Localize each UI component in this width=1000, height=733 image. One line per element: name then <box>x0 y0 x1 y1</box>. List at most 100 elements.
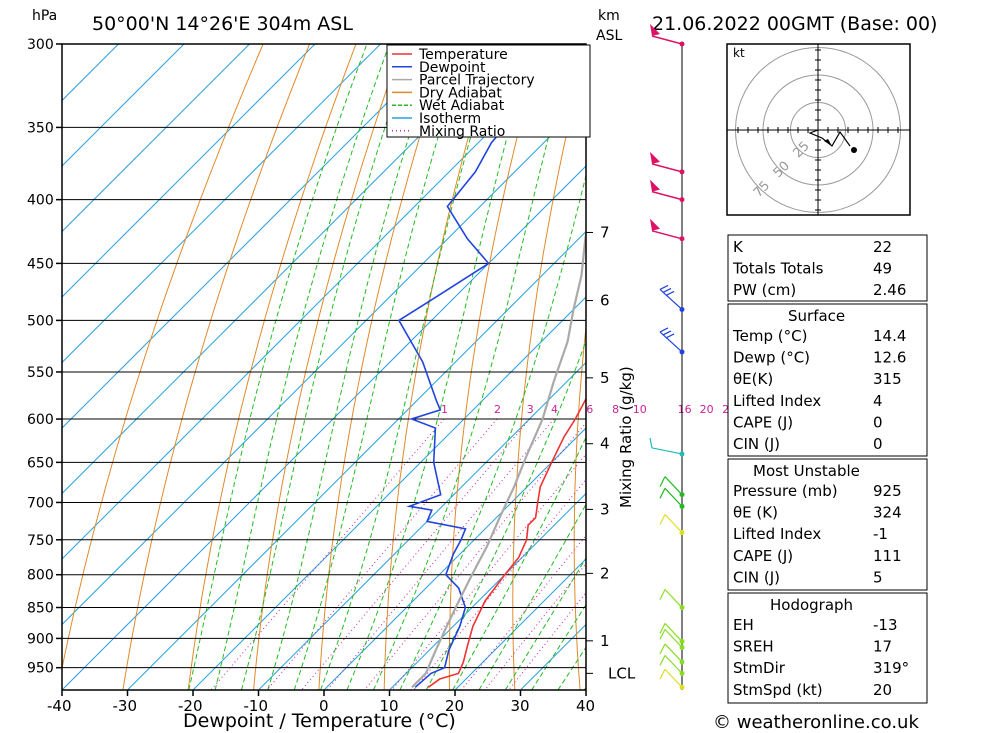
table-row-value: 4 <box>873 392 883 410</box>
wet-adiabat-line <box>320 44 499 690</box>
wet-adiabat-line <box>240 44 414 690</box>
x-tick-labels: -40 -30 -20 -10 0 10 20 30 40 <box>47 690 595 715</box>
pressure-grid <box>56 43 586 669</box>
hodograph-table-box <box>727 592 928 704</box>
y-tick-label: 350 <box>27 120 54 136</box>
asl-label: ASL <box>596 28 622 44</box>
km-label: km <box>598 8 620 24</box>
wind-barb-feather <box>659 284 669 290</box>
surface-table-box <box>727 303 928 457</box>
indices-table-box <box>727 234 928 302</box>
table-row-value: 5 <box>873 568 883 586</box>
x-tick-label: 30 <box>511 697 530 715</box>
mixing-ratio-line <box>484 562 586 690</box>
wind-barb-shaft <box>651 163 683 173</box>
y-tick-label: 900 <box>27 631 54 647</box>
mixing-ratio-label: 8 <box>612 403 619 416</box>
table-row-label: StmSpd (kt) <box>733 681 823 699</box>
wind-barb-feather <box>659 668 666 680</box>
y-tick-labels: 300 350 400 450 500 550 600 650 700 750 800 850 900 9… <box>27 37 54 677</box>
table-row-value: 319° <box>873 659 909 677</box>
km-tick-label: 5 <box>600 369 610 387</box>
legend-label: Parcel Trajectory <box>419 73 535 89</box>
y-tick-label: 650 <box>27 455 54 471</box>
table-row-value: 22 <box>873 238 892 256</box>
y-tick-label: 850 <box>27 601 54 617</box>
km-tick-label: LCL <box>608 664 636 682</box>
wind-barb-shaft <box>651 190 683 201</box>
table-row-label: StmDir <box>733 659 786 677</box>
wet-adiabat-line <box>214 44 390 690</box>
y-tick-label: 800 <box>27 568 54 584</box>
x-tick-label: 0 <box>319 697 329 715</box>
isotherm-line <box>62 44 578 560</box>
legend-label: Dewpoint <box>419 60 486 76</box>
y-tick-label: 950 <box>27 661 54 677</box>
dry-adiabat-line <box>691 44 727 690</box>
wind-barb-feather <box>649 437 653 449</box>
mixing-ratio-label: 20 <box>700 403 714 416</box>
isotherm-line <box>323 427 586 690</box>
dry-adiabat-line <box>956 44 1000 690</box>
table-row-value: 0 <box>873 435 883 453</box>
km-ticks: 7 6 5 4 3 2 1 LCL <box>586 223 636 682</box>
dry-adiabat-line <box>512 50 586 690</box>
mixing-ratio-line <box>301 418 531 690</box>
mixing-ratio-axis-label: Mixing Ratio (g/kg) <box>617 366 635 508</box>
dry-adiabat-line <box>122 44 311 690</box>
table-row-value: 17 <box>873 638 892 656</box>
isotherm-line <box>62 44 447 429</box>
isotherm-line <box>62 44 381 364</box>
legend-label: Isotherm <box>419 111 481 127</box>
isotherm-line <box>258 361 586 690</box>
x-tick-label: -30 <box>113 697 138 715</box>
isotherm-line <box>62 44 119 102</box>
wet-adiabat-line <box>452 436 586 690</box>
mixing-ratio-label: 16 <box>678 403 692 416</box>
x-tick-label: 40 <box>576 697 595 715</box>
y-tick-label: 600 <box>27 412 54 428</box>
series-line-dewpoint <box>397 44 565 688</box>
km-tick-label: 1 <box>600 632 610 650</box>
table-row-value: 0 <box>873 413 883 431</box>
x-tick-label: -20 <box>178 697 203 715</box>
wind-barb-feather <box>659 623 666 634</box>
dry-adiabat-line <box>187 44 357 690</box>
legend-box <box>386 44 591 138</box>
table-row-label: Totals Totals <box>732 260 824 278</box>
wet-adiabat-line <box>293 44 468 690</box>
hodograph-storm-motion <box>851 147 857 153</box>
datetime-title: 21.06.2022 00GMT (Base: 00) <box>652 13 937 35</box>
legend-label: Mixing Ratio <box>419 124 505 140</box>
wind-barb-shaft <box>664 514 683 533</box>
km-tick-label: 4 <box>600 435 610 453</box>
dry-adiabat-line <box>573 323 586 690</box>
wet-adiabat-line <box>346 44 534 690</box>
mixing-ratio-labels: 12346810162025 <box>441 403 736 416</box>
table-row-label: θE(K) <box>733 370 773 388</box>
wind-barb-shaft <box>664 628 683 648</box>
wind-barb-flag <box>650 24 660 36</box>
table-row-value: -1 <box>873 525 888 543</box>
mixing-ratio-label: 1 <box>441 403 448 416</box>
table-row-label: Lifted Index <box>733 525 821 543</box>
hpa-label: hPa <box>32 8 57 24</box>
dry-adiabat-line <box>448 44 543 690</box>
table-row-label: Temp (°C) <box>732 327 807 345</box>
wind-barb-feather <box>659 476 666 487</box>
table-row-value: -13 <box>873 616 898 634</box>
table-row-label: PW (cm) <box>733 281 796 299</box>
km-tick-label: 3 <box>600 500 610 518</box>
mixing-ratio-label: 10 <box>633 403 647 416</box>
background-lines <box>62 44 1000 690</box>
unstable-table-box <box>727 458 928 591</box>
legend-label: Dry Adiabat <box>419 85 502 101</box>
table-row-label: EH <box>733 616 754 634</box>
isotherm-line <box>62 44 512 495</box>
table-row-label: CAPE (J) <box>733 413 793 431</box>
x-tick-label: 20 <box>445 697 464 715</box>
isotherm-line <box>62 165 586 690</box>
table-row-label: CIN (J) <box>733 568 780 586</box>
